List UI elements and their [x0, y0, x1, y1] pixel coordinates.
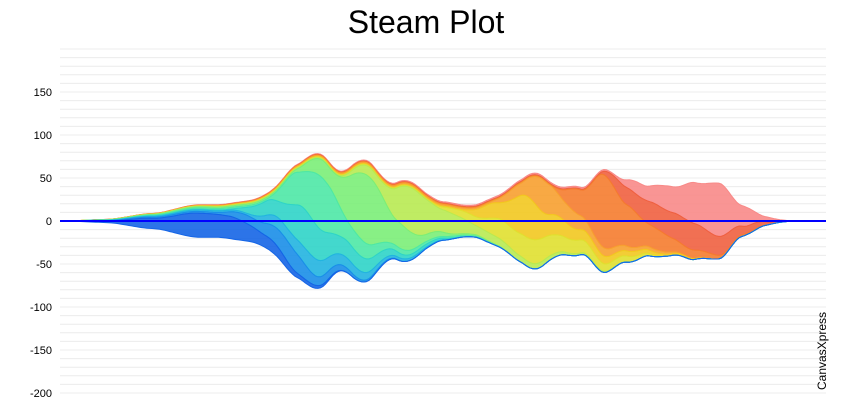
stream-areas: [60, 153, 826, 289]
y-tick-label: -100: [30, 302, 52, 314]
stream-layer-1: [60, 212, 826, 289]
canvasxpress-watermark: CanvasXpress: [815, 312, 829, 390]
y-axis: 150 100 50 0 -50 -100 -150 -200: [30, 87, 52, 400]
y-tick-label: 0: [46, 216, 52, 228]
y-tick-label: -50: [36, 259, 52, 271]
chart-title: Steam Plot: [347, 4, 505, 40]
y-tick-label: -200: [30, 388, 52, 400]
y-tick-label: 50: [40, 173, 52, 185]
y-tick-label: 100: [34, 130, 52, 142]
y-tick-label: 150: [34, 87, 52, 99]
y-tick-label: -150: [30, 345, 52, 357]
